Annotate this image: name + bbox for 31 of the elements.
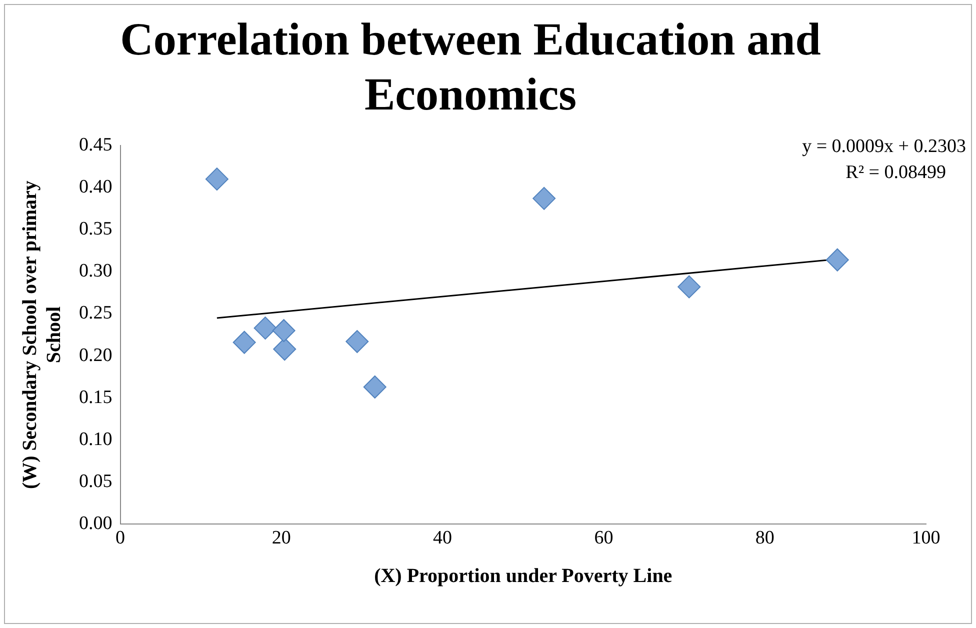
x-tick-label: 0 — [116, 528, 125, 549]
x-tick-label: 60 — [594, 528, 614, 549]
point — [272, 319, 296, 342]
point — [678, 275, 701, 298]
point — [363, 375, 386, 398]
y-tick-label: 0.20 — [79, 344, 112, 366]
y-tick-label: 0.10 — [79, 429, 112, 450]
y-tick-label: 0.40 — [79, 176, 112, 198]
x-axis-title: (X) Proportion under Poverty Line — [374, 565, 672, 588]
point — [205, 168, 228, 191]
x-tick-label: 100 — [912, 528, 940, 549]
chart-title: Correlation between Education and Economics — [120, 13, 822, 120]
x-tick-label: 40 — [433, 528, 452, 549]
y-tick-label: 0.35 — [79, 218, 112, 240]
y-tick-label: 0.05 — [79, 471, 112, 492]
annotation: R² = 0.08499 — [846, 162, 946, 183]
point — [826, 248, 849, 272]
y-axis-title: (W) Secondary School over primary School — [19, 180, 66, 490]
y-tick-label: 0.25 — [79, 302, 112, 324]
point — [232, 330, 256, 354]
y-tick-label: 0.15 — [79, 386, 112, 408]
point — [346, 330, 369, 354]
point — [254, 316, 277, 340]
y-tick-label: 0.00 — [79, 513, 112, 534]
annotation: y = 0.0009x + 0.2303 — [802, 136, 966, 157]
y-tick-label: 0.30 — [79, 260, 112, 282]
x-tick-label: 20 — [272, 528, 291, 549]
y-tick-label: 0.45 — [79, 134, 112, 156]
point — [532, 186, 556, 210]
x-tick-label: 80 — [755, 528, 774, 549]
point — [273, 338, 296, 361]
